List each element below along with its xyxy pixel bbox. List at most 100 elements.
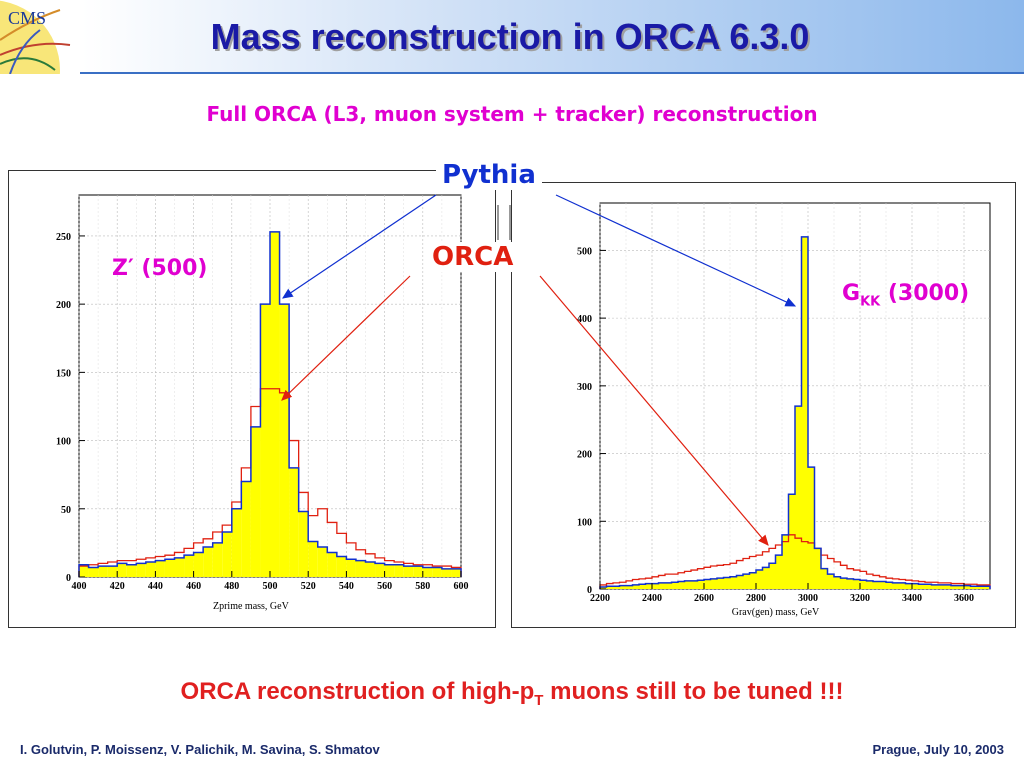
y-tick-label: 400 — [577, 314, 592, 325]
y-tick-label: 50 — [61, 505, 71, 516]
pythia-bin — [145, 561, 156, 577]
pythia-bin — [697, 580, 704, 589]
pythia-bin — [951, 585, 958, 589]
pythia-bin — [600, 586, 607, 589]
x-tick-label: 500 — [263, 581, 278, 592]
page-subtitle: Full ORCA (L3, muon system + tracker) re… — [206, 102, 818, 126]
pythia-bin — [289, 467, 299, 577]
x-tick-label: 2400 — [642, 593, 662, 604]
pythia-bin — [222, 531, 232, 577]
x-tick-label: 2800 — [746, 593, 766, 604]
x-tick-label: 400 — [72, 581, 87, 592]
pythia-bin — [821, 568, 828, 589]
pythia-bin — [613, 586, 620, 589]
pythia-bin — [375, 563, 385, 577]
pythia-bin — [756, 570, 763, 589]
pythia-bin — [394, 564, 404, 577]
conclusion-pre: ORCA reconstruction of high-p — [180, 678, 535, 705]
pythia-bin — [788, 494, 795, 589]
pythia-bin — [126, 564, 137, 577]
pythia-bin — [769, 563, 776, 589]
pythia-bin — [964, 585, 971, 589]
pythia-bin — [658, 582, 665, 589]
x-tick-label: 480 — [224, 581, 239, 592]
pythia-bin — [899, 582, 906, 589]
pythia-bin — [717, 578, 724, 589]
pythia-bin — [665, 582, 672, 589]
pythia-bin — [155, 560, 165, 577]
x-axis-label: Zprime mass, GeV — [213, 601, 290, 612]
conclusion-sub: T — [534, 691, 544, 709]
pythia-bin — [860, 580, 867, 589]
x-tick-label: 560 — [377, 581, 392, 592]
pythia-bin — [212, 542, 223, 577]
page-title: Mass reconstruction in ORCA 6.3.0 — [210, 16, 810, 57]
zprime-mass-histogram: 400 420 440 460 480 500 520 540 560 580 600 0 50 100 1… — [56, 194, 469, 612]
pythia-bin — [957, 585, 964, 589]
pythia-bin — [422, 567, 433, 577]
pythia-bin — [441, 568, 452, 577]
pythia-bin — [801, 236, 808, 589]
y-tick-label: 200 — [56, 300, 71, 311]
cms-logo-text: CMS — [8, 8, 46, 28]
x-tick-label: 540 — [339, 581, 354, 592]
y-tick-label: 150 — [56, 368, 71, 379]
x-tick-label: 3200 — [850, 593, 870, 604]
pythia-bin — [184, 555, 194, 577]
pythia-bin — [164, 559, 175, 577]
pythia-bin — [749, 572, 756, 589]
y-tick-label: 100 — [56, 437, 71, 448]
pythia-bin — [413, 566, 423, 577]
pythia-bin — [365, 561, 376, 577]
pythia-bin — [710, 578, 717, 589]
pythia-bin — [723, 577, 730, 589]
x-tick-label: 3600 — [954, 593, 974, 604]
pythia-bin — [98, 566, 108, 577]
pythia-bin — [808, 467, 815, 589]
conclusion-text: ORCA reconstruction of high-pT muons sti… — [0, 678, 1024, 709]
pythia-bin — [652, 583, 659, 589]
pythia-bin — [814, 548, 821, 589]
pythia-bin — [905, 583, 912, 589]
pythia-bin — [432, 567, 442, 577]
pythia-bin — [619, 585, 626, 589]
x-axis-label: Grav(gen) mass, GeV — [732, 607, 820, 618]
pythia-bin — [451, 568, 461, 577]
pythia-bin — [736, 575, 743, 589]
pythia-bin — [317, 546, 328, 577]
footer-venue-date: Prague, July 10, 2003 — [872, 742, 1004, 757]
y-tick-label: 200 — [577, 450, 592, 461]
x-tick-label: 460 — [186, 581, 201, 592]
pythia-bin — [117, 563, 127, 577]
x-tick-label: 2600 — [694, 593, 714, 604]
gkk-label-sub: KK — [860, 294, 881, 310]
gkk-label: GKK (3000) — [842, 281, 969, 309]
pythia-bin — [260, 304, 270, 577]
pythia-bin — [983, 586, 990, 589]
pythia-bin — [743, 574, 750, 589]
pythia-bin — [355, 560, 366, 577]
pythia-bin — [912, 583, 919, 589]
pythia-bin — [298, 511, 309, 577]
pythia-bin — [873, 581, 880, 589]
zprime-label: Z′ (500) — [112, 256, 208, 281]
pythia-bin — [231, 508, 242, 577]
pythia-bin — [308, 541, 318, 577]
pythia-bin — [827, 574, 834, 589]
pythia-bin — [892, 582, 899, 589]
orca-histogram-line — [78, 388, 462, 577]
orca-histogram-line — [599, 534, 991, 589]
conclusion-post: muons still to be tuned !!! — [543, 678, 844, 705]
y-tick-label: 250 — [56, 232, 71, 243]
pythia-bin — [250, 426, 261, 577]
pythia-histogram-line — [78, 231, 462, 577]
pythia-bin — [691, 580, 698, 589]
title-underline — [80, 72, 1024, 74]
pythia-bin — [938, 584, 945, 589]
gkk-label-tail: (3000) — [880, 281, 970, 306]
x-tick-label: 580 — [415, 581, 430, 592]
pythia-bin — [270, 231, 280, 578]
pythia-bin — [795, 406, 802, 589]
pythia-bin — [671, 582, 678, 589]
x-tick-label: 2200 — [590, 593, 610, 604]
